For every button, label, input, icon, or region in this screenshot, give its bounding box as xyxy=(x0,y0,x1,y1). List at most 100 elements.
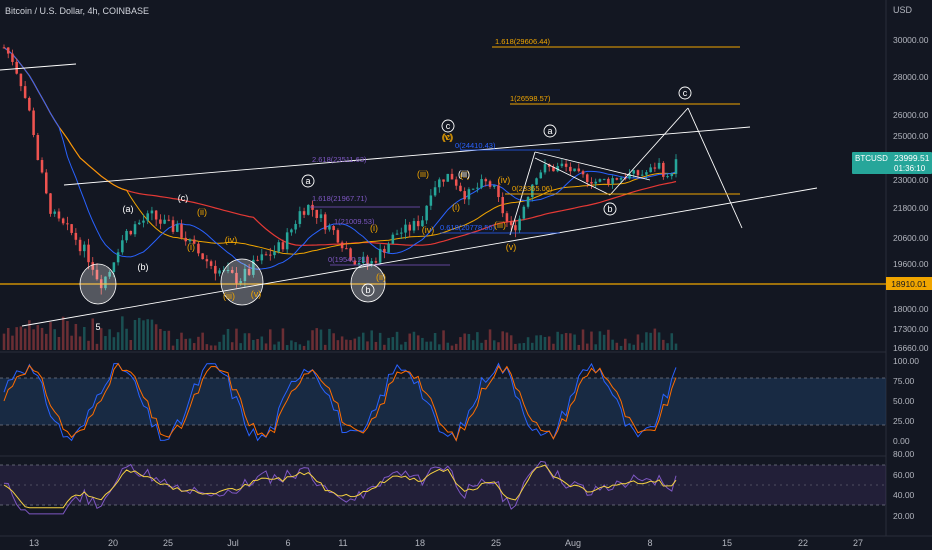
time-tick-label: 20 xyxy=(108,538,118,548)
fib-label: 0.618(20778.56) xyxy=(440,223,496,232)
volume-bar xyxy=(501,331,504,350)
volume-bar xyxy=(632,344,636,350)
candle-body xyxy=(492,185,496,187)
candle-body xyxy=(476,187,479,189)
volume-bar xyxy=(19,326,23,350)
wave-label: (c) xyxy=(178,193,189,203)
candle-body xyxy=(87,244,90,263)
volume-bar xyxy=(142,320,145,350)
stoch-rsi-lines xyxy=(3,362,677,442)
time-tick-label: 27 xyxy=(853,538,863,548)
wave-label: b xyxy=(365,285,370,295)
price-tick-label: 26000.00 xyxy=(893,110,929,120)
volume-bar xyxy=(345,339,348,350)
price-tick-label: 20600.00 xyxy=(893,233,929,243)
volume-bar xyxy=(594,344,597,350)
candle-body xyxy=(615,178,619,180)
candle-body xyxy=(666,176,669,178)
volume-bar xyxy=(488,329,492,350)
price-tick-label: 28000.00 xyxy=(893,72,929,82)
rsi-tick-label: 20.00 xyxy=(893,511,915,521)
time-tick-label: 8 xyxy=(647,538,652,548)
ma-blue-line xyxy=(3,47,677,270)
fib-label: 1.618(29606.44) xyxy=(495,37,551,46)
candle-body xyxy=(40,160,44,173)
candle-body xyxy=(649,167,652,173)
candle-body xyxy=(121,240,124,253)
candle-body xyxy=(674,159,678,174)
volume-bar xyxy=(615,342,619,350)
volume-bar xyxy=(438,344,441,350)
volume-bar xyxy=(408,333,412,350)
price-pane[interactable] xyxy=(0,0,886,352)
wave-label: (v) xyxy=(506,242,517,252)
candle-body xyxy=(307,204,310,215)
volume-bar xyxy=(370,330,373,350)
candle-body xyxy=(552,166,555,172)
candle-body xyxy=(505,213,509,222)
rsi-ma-line xyxy=(3,464,677,509)
volume-bar xyxy=(543,336,547,350)
candle-body xyxy=(370,261,373,264)
drawing-tools[interactable] xyxy=(0,46,886,327)
time-axis[interactable]: 13 20 25 Jul 6 11 18 25 Aug 8 15 22 27 xyxy=(29,538,863,548)
volume-bar xyxy=(83,326,86,350)
wave-label-circle xyxy=(603,202,617,216)
volume-bar xyxy=(112,337,116,350)
candle-body xyxy=(340,242,344,249)
volume-bar xyxy=(522,343,526,350)
candle-body xyxy=(239,281,242,284)
candle-body xyxy=(171,220,175,232)
wave-label: (i) xyxy=(187,242,195,252)
volume-bar xyxy=(15,327,18,350)
volume-bar xyxy=(116,332,120,350)
volume-bar xyxy=(383,344,386,350)
candle-body xyxy=(298,211,302,224)
price-tick-label: 18000.00 xyxy=(893,304,929,314)
moving-averages xyxy=(3,47,677,270)
candle-body xyxy=(619,177,623,180)
fib-label: 0(23365.06) xyxy=(512,184,553,193)
price-axis[interactable]: 30000.0028000.0026000.0025000.0024200.00… xyxy=(852,35,932,521)
wave-label-circle xyxy=(678,86,692,100)
stoch-d-line xyxy=(3,362,677,442)
volume-bar xyxy=(205,344,209,350)
wave-label: a xyxy=(547,126,552,136)
projection-down xyxy=(687,107,743,229)
rsi-line xyxy=(3,460,677,515)
candle-body xyxy=(628,173,631,179)
candle-body xyxy=(429,195,433,206)
volume-bar xyxy=(332,333,335,350)
projection-up xyxy=(609,107,689,196)
volume-bar xyxy=(569,333,572,350)
price-tick-label: 19600.00 xyxy=(893,259,929,269)
candle-body xyxy=(480,179,483,188)
volume-bar xyxy=(159,328,162,350)
volume-bar xyxy=(99,328,103,350)
wave-label: (b) xyxy=(138,262,149,272)
current-price-label: 23999.51 xyxy=(894,153,930,163)
volume-bar xyxy=(395,331,399,350)
candle-body xyxy=(353,260,357,265)
volume-bar xyxy=(285,345,289,350)
stoch-tick-label: 0.00 xyxy=(893,436,910,446)
volume-bar xyxy=(624,338,627,350)
candle-body xyxy=(488,181,492,187)
volume-bar xyxy=(404,341,407,350)
candle-body xyxy=(36,135,40,161)
volume-bar xyxy=(611,339,614,350)
volume-bar xyxy=(154,324,158,350)
volume-bar xyxy=(492,340,496,350)
wave-label: (iv) xyxy=(498,175,511,185)
candle-body xyxy=(74,232,78,240)
wave-label-circle xyxy=(361,283,375,297)
candle-body xyxy=(125,230,128,241)
volume-bar xyxy=(425,341,428,350)
volume-bar xyxy=(230,342,234,350)
candle-body xyxy=(256,259,259,261)
candle-body xyxy=(146,213,149,221)
candle-body xyxy=(264,254,268,256)
candle-body xyxy=(404,224,407,233)
